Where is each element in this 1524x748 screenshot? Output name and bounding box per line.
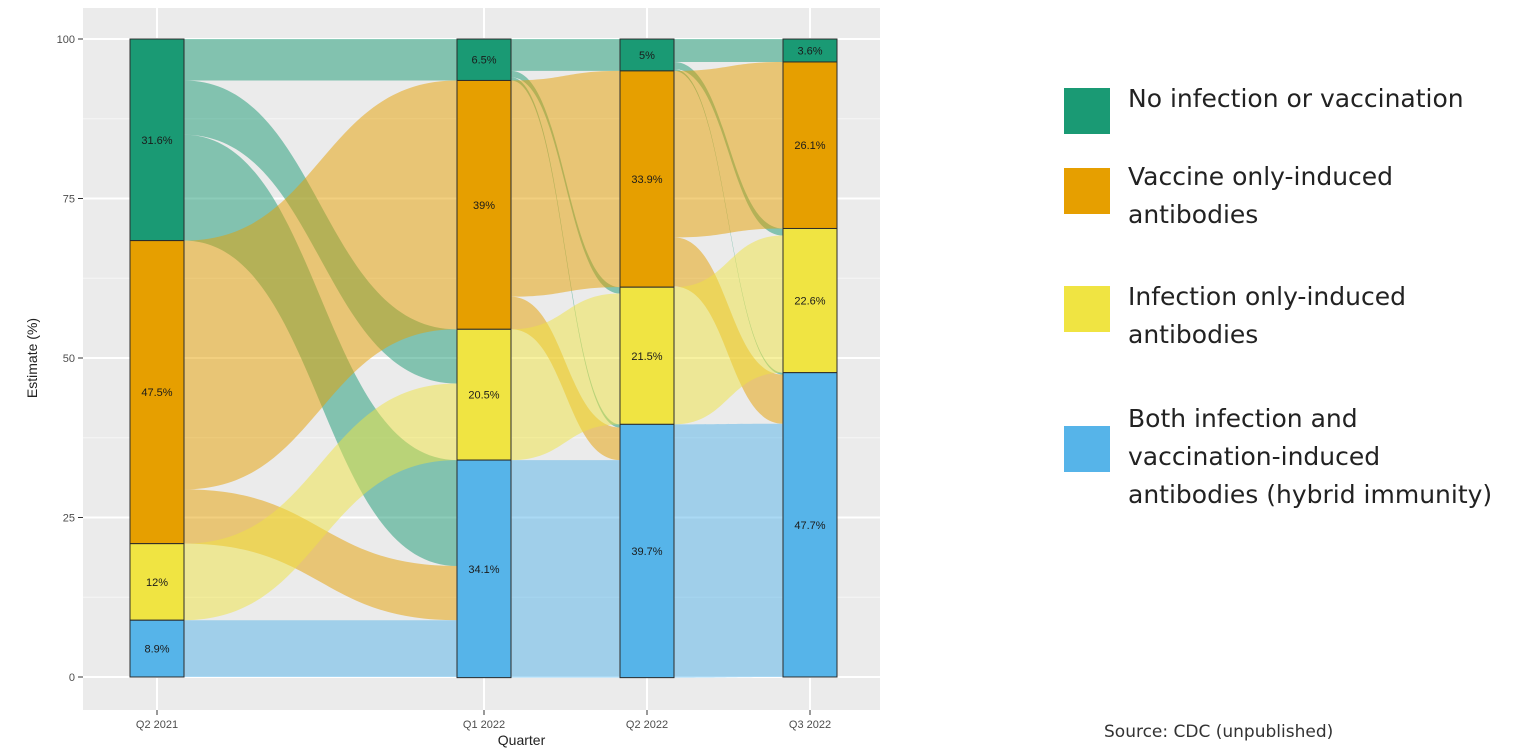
legend-label-line: antibodies (hybrid immunity) — [1128, 480, 1493, 509]
data-label: 26.1% — [794, 140, 825, 152]
bars — [129, 38, 838, 679]
chart-svg: 31.6% 47.5% 12% 8.9% 6.5% 39% 20.5% 34.1% 5% 33.9… — [24, 8, 880, 748]
data-label: 3.6% — [797, 45, 822, 57]
data-label: 31.6% — [141, 135, 172, 147]
bar-segment — [619, 286, 675, 425]
data-label: 12% — [146, 577, 168, 589]
flow-ribbon — [511, 70, 620, 297]
legend-label-line: No infection or vaccination — [1128, 84, 1464, 113]
x-tick-label: Q1 2022 — [463, 719, 505, 731]
y-tick-label: 0 — [69, 672, 75, 684]
flow-ribbon — [184, 80, 457, 490]
data-label: 33.9% — [631, 174, 662, 186]
x-axis-title: Quarter — [498, 732, 546, 748]
legend-swatch — [1064, 168, 1110, 214]
flow-ribbon — [511, 460, 620, 678]
flow-ribbon — [184, 383, 457, 621]
y-axis-title: Estimate (%) — [24, 318, 40, 398]
bar-segment — [129, 38, 185, 242]
flow-ribbon — [511, 293, 620, 461]
legend-label: Both infection and vaccination-induced ant… — [1128, 400, 1524, 514]
legend-swatch — [1064, 286, 1110, 332]
bar-segment — [619, 38, 675, 72]
bar-segment — [456, 459, 512, 679]
bar-segment — [456, 79, 512, 330]
legend-label-line: Both infection and — [1128, 404, 1358, 433]
source-note: Source: CDC (unpublished) — [1104, 722, 1334, 742]
legend-label: Vaccine only-induced antibodies — [1128, 158, 1524, 234]
y-axis: 0 25 50 75 100 — [57, 34, 83, 684]
data-label: 47.7% — [794, 520, 825, 532]
flow-ribbon — [184, 620, 457, 677]
x-axis: Q2 2021 Q1 2022 Q2 2022 Q3 2022 — [136, 710, 831, 731]
bar-segment — [129, 543, 185, 621]
flow-ribbon — [184, 39, 457, 81]
x-tick-label: Q2 2021 — [136, 719, 178, 731]
legend-label-line: vaccination-induced — [1128, 442, 1381, 471]
legend-label-line: Vaccine only-induced — [1128, 162, 1394, 191]
legend-label-line: antibodies — [1128, 320, 1259, 349]
legend-label-line: Infection only-induced — [1128, 282, 1406, 311]
x-tick-label: Q3 2022 — [789, 719, 831, 731]
flow-ribbon — [184, 489, 457, 621]
bar-segment — [782, 372, 838, 678]
legend-swatch — [1064, 426, 1110, 472]
data-label: 39% — [473, 200, 495, 212]
flow-ribbon — [674, 235, 783, 425]
y-tick-label: 100 — [57, 34, 75, 46]
flow-ribbon — [674, 61, 783, 238]
bar-segment — [456, 328, 512, 461]
flow-ribbon — [674, 39, 783, 62]
data-label: 20.5% — [468, 390, 499, 402]
x-tick-label: Q2 2022 — [626, 719, 668, 731]
bar-segment — [619, 423, 675, 679]
legend-label: No infection or vaccination — [1128, 80, 1524, 118]
alluvial-chart: 31.6% 47.5% 12% 8.9% 6.5% 39% 20.5% 34.1% 5% 33.9… — [24, 8, 880, 748]
y-tick-label: 50 — [63, 353, 75, 365]
bar-segment — [619, 70, 675, 288]
bar-segment — [456, 38, 512, 81]
legend-label: Infection only-induced antibodies — [1128, 278, 1524, 354]
flow-ribbon — [511, 39, 620, 71]
legend-label-line: antibodies — [1128, 200, 1259, 229]
data-label: 34.1% — [468, 564, 499, 576]
data-label: 22.6% — [794, 296, 825, 308]
legend-swatch — [1064, 88, 1110, 134]
data-label: 6.5% — [471, 55, 496, 67]
data-label: 8.9% — [144, 644, 169, 656]
bar-segment — [129, 619, 185, 678]
data-label: 5% — [639, 50, 655, 62]
bar-segment — [129, 240, 185, 545]
data-label: 47.5% — [141, 387, 172, 399]
flows — [184, 39, 783, 678]
data-label: 21.5% — [631, 351, 662, 363]
y-tick-label: 25 — [63, 513, 75, 525]
data-label: 39.7% — [631, 546, 662, 558]
y-tick-label: 75 — [63, 194, 75, 206]
bar-segment — [782, 61, 838, 229]
flow-ribbon — [674, 423, 783, 678]
data-labels: 31.6% 47.5% 12% 8.9% 6.5% 39% 20.5% 34.1% 5% 33.9… — [141, 45, 825, 655]
